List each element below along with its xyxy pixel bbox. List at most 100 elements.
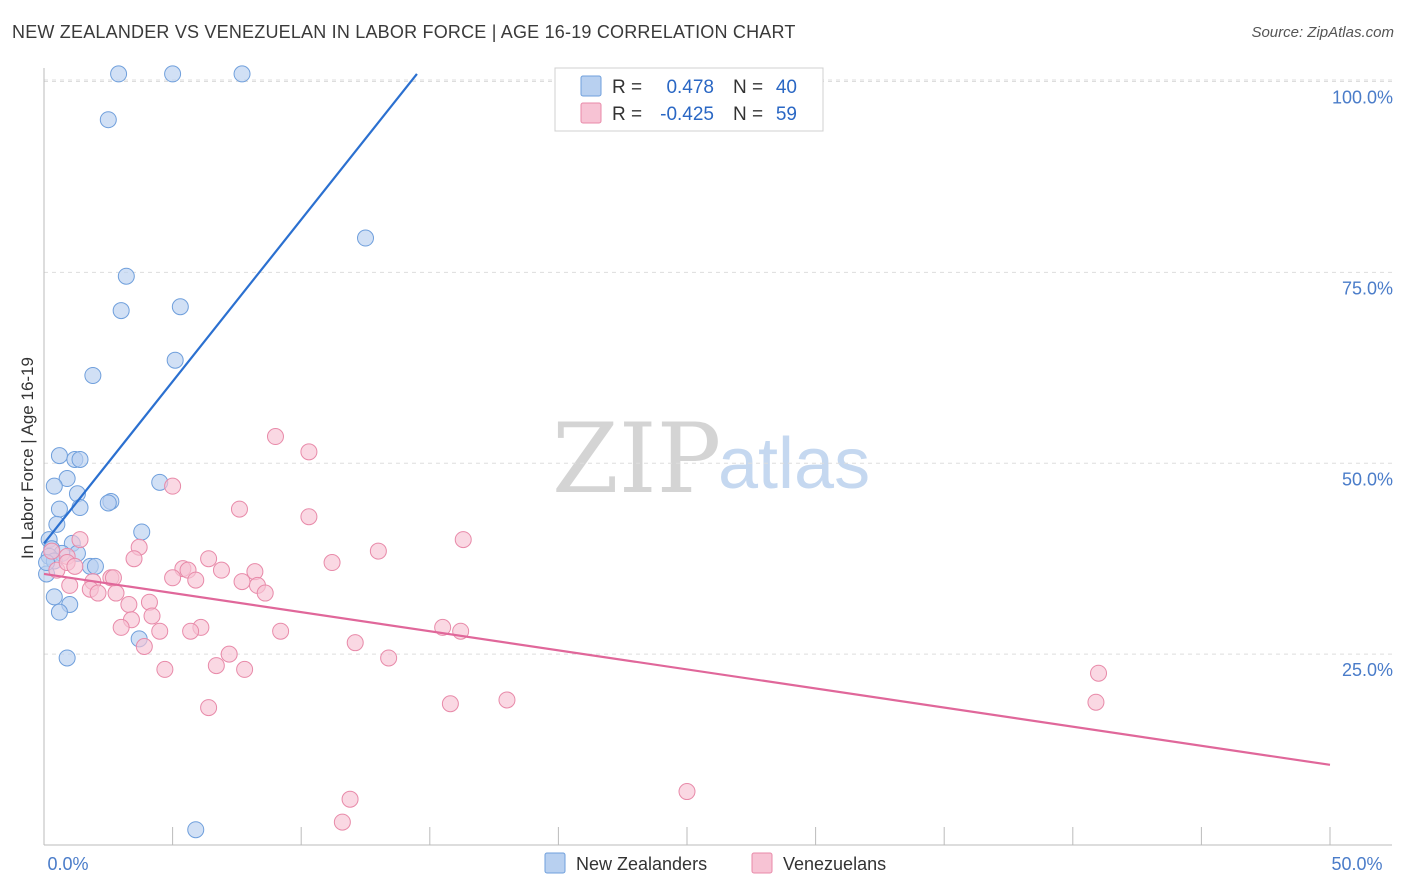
point-venezuelans (498, 691, 516, 709)
point-venezuelans (220, 645, 238, 663)
point-new-zealanders (58, 649, 76, 667)
point-venezuelans (1090, 664, 1108, 682)
point-venezuelans (256, 584, 274, 602)
point-venezuelans (434, 618, 452, 636)
point-venezuelans (341, 790, 359, 808)
legend-swatch-blue (580, 75, 602, 97)
point-venezuelans (678, 783, 696, 801)
point-new-zealanders (84, 366, 102, 384)
point-venezuelans (207, 657, 225, 675)
point-venezuelans (61, 576, 79, 594)
source-label: Source: ZipAtlas.com (1251, 24, 1394, 41)
point-venezuelans (212, 561, 230, 579)
y-tick-label: 75.0% (1342, 278, 1393, 298)
y-tick-label: 50.0% (1342, 469, 1393, 489)
point-new-zealanders (71, 499, 89, 517)
correlation-legend: R = 0.478 N = 40 R = -0.425 N = 59 (554, 67, 824, 132)
point-venezuelans (266, 428, 284, 446)
point-new-zealanders (171, 298, 189, 316)
point-new-zealanders (45, 588, 63, 606)
point-venezuelans (156, 660, 174, 678)
point-venezuelans (125, 550, 143, 568)
point-venezuelans (272, 622, 290, 640)
legend-r-value-blue: 0.478 (666, 77, 714, 98)
bottom-legend-label-new-zealanders: New Zealanders (576, 854, 707, 874)
point-new-zealanders (166, 351, 184, 369)
y-tick-label: 25.0% (1342, 660, 1393, 680)
y-axis-label: In Labor Force | Age 16-19 (18, 357, 37, 559)
point-venezuelans (112, 618, 130, 636)
point-venezuelans (1087, 693, 1105, 711)
point-venezuelans (346, 634, 364, 652)
trend-line-venezuelans (43, 572, 1331, 766)
legend-swatch-pink (580, 102, 602, 124)
point-new-zealanders (58, 470, 76, 488)
point-new-zealanders (99, 111, 117, 129)
point-new-zealanders (99, 494, 117, 512)
point-venezuelans (71, 531, 89, 549)
legend-r-label-2: R = (612, 104, 642, 125)
point-venezuelans (151, 622, 169, 640)
legend-r-value-pink: -0.425 (660, 104, 714, 125)
point-new-zealanders (357, 229, 374, 247)
point-new-zealanders (50, 500, 68, 518)
point-venezuelans (230, 500, 248, 518)
point-new-zealanders (164, 65, 182, 83)
legend-r-label: R = (612, 77, 642, 98)
point-new-zealanders (117, 267, 135, 285)
bottom-legend-label-venezuelans: Venezuelans (783, 854, 886, 874)
point-new-zealanders (45, 477, 63, 495)
point-venezuelans (236, 660, 254, 678)
y-tick-label: 100.0% (1332, 88, 1393, 108)
series-legend: New Zealanders Venezuelans (544, 852, 886, 874)
point-venezuelans (380, 649, 398, 667)
point-venezuelans (182, 622, 200, 640)
point-new-zealanders (48, 515, 66, 533)
point-venezuelans (140, 593, 158, 611)
point-venezuelans (89, 584, 107, 602)
point-venezuelans (454, 531, 472, 549)
legend-n-value-blue: 40 (776, 77, 797, 98)
trend-lines (43, 73, 1331, 766)
watermark-zip: ZIP (552, 403, 721, 515)
point-venezuelans (187, 571, 205, 589)
axes (43, 68, 1392, 846)
grid-lines: 25.0% 50.0% 75.0% 100.0% (44, 79, 1393, 680)
bottom-legend-swatch-blue (544, 852, 566, 874)
point-venezuelans (143, 607, 161, 625)
watermark-atlas: atlas (718, 424, 870, 504)
point-venezuelans (43, 542, 61, 560)
legend-n-label-2: N = (733, 104, 763, 125)
point-new-zealanders (50, 447, 68, 465)
point-venezuelans (233, 573, 251, 591)
point-venezuelans (200, 699, 218, 717)
point-venezuelans (441, 695, 459, 713)
point-venezuelans (107, 584, 125, 602)
point-venezuelans (369, 542, 387, 560)
point-new-zealanders (133, 523, 151, 541)
legend-n-value-pink: 59 (776, 104, 797, 125)
point-new-zealanders (233, 65, 251, 83)
point-venezuelans (120, 596, 138, 614)
point-venezuelans (333, 813, 351, 831)
point-venezuelans (104, 569, 122, 587)
point-new-zealanders (71, 450, 89, 468)
trend-line-new-zealanders (43, 73, 418, 545)
point-venezuelans (66, 557, 84, 575)
bottom-legend-swatch-pink (751, 852, 773, 874)
point-venezuelans (164, 569, 182, 587)
point-new-zealanders (86, 557, 104, 575)
point-new-zealanders (50, 603, 68, 621)
legend-n-label: N = (733, 77, 763, 98)
data-points (38, 65, 1108, 839)
point-venezuelans (164, 477, 182, 495)
x-tick-label-max: 50.0% (1331, 854, 1382, 874)
point-venezuelans (323, 554, 341, 572)
point-new-zealanders (187, 821, 205, 839)
point-new-zealanders (110, 65, 128, 83)
chart-title: NEW ZEALANDER VS VENEZUELAN IN LABOR FOR… (12, 22, 796, 42)
point-venezuelans (300, 443, 318, 461)
point-venezuelans (200, 550, 218, 568)
point-venezuelans (135, 637, 153, 655)
